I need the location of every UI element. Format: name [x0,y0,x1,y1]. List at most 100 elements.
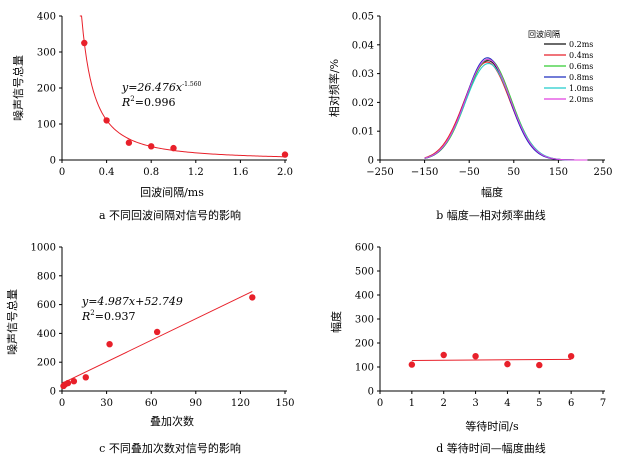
panel-d: 0 100 200 300 400 500 600 0 1 2 3 4 5 6 7 幅度 等待时间/s d… [329,243,606,456]
y-tick-label: 200 [37,84,56,95]
panel-a-r2: R2=0.996 [121,95,175,109]
data-point [106,341,113,348]
series-line [424,63,588,161]
panel-a-caption: a 不同回波间隔对信号的影响 [99,208,241,222]
series-line [424,57,588,161]
panel-a-points [81,39,289,158]
panel-a-equation-exponent: -1.560 [182,81,201,88]
panel-b-y-ticks: 0 0.01 0.02 0.03 0.04 0.05 [352,12,380,167]
panel-b-legend-title: 回波间隔 [528,29,560,39]
panel-a-equation: y=26.476x-1.560 [121,81,202,94]
x-tick-label: 90 [189,398,202,409]
y-tick-label: 0.05 [352,12,374,23]
y-tick-label: 0.02 [352,98,374,109]
y-tick-label: 600 [355,243,374,254]
data-point [249,294,256,301]
y-tick-label: 200 [355,339,374,350]
data-point [440,351,447,359]
series-line [424,58,588,161]
data-point [125,139,133,146]
panel-c-fit-line [61,291,253,384]
x-tick-label: 1.2 [188,167,204,178]
y-tick-label: 300 [355,315,374,326]
panel-c-y-label: 噪声信号总量 [5,289,19,355]
data-point [281,151,289,158]
data-point [472,353,479,360]
y-tick-label: 0.03 [352,69,374,80]
x-tick-label: 6 [568,398,574,409]
x-tick-label: 0.4 [99,167,115,178]
panel-c-r2-value: =0.937 [95,310,136,323]
y-tick-label: 0 [50,387,56,398]
panel-a-r2-superscript: 2 [130,95,134,103]
panel-d-fit-line [411,358,572,362]
data-point [70,378,78,385]
data-point [408,361,416,368]
data-point [148,143,155,150]
panel-b-legend-items: 0.2ms 0.4ms 0.6ms 0.8ms 1.0ms 2.0ms [544,40,593,104]
panel-c: 0 200 400 600 800 1000 0 30 60 90 120 150 y=4.987x… [5,243,295,456]
legend-label: 1.0ms [569,84,593,93]
y-tick-label: 0.04 [352,40,374,51]
panel-c-r2-symbol: R [81,310,90,323]
panel-c-points [60,294,256,390]
x-tick-label: −150 [411,167,438,178]
x-tick-label: 60 [145,398,158,409]
y-tick-label: 800 [37,271,56,282]
y-tick-label: 300 [37,48,56,59]
series-line [424,58,588,161]
data-point [153,328,161,336]
panel-a-equation-text: y=26.476x [121,81,183,94]
legend-label: 0.4ms [569,51,593,60]
panel-a-y-label: 噪声信号总量 [11,55,25,121]
data-point [504,360,511,368]
y-tick-label: 0 [368,387,374,398]
panel-d-caption: d 等待时间—幅度曲线 [436,441,546,455]
data-point [567,353,575,360]
panel-c-r2: R2=0.937 [81,309,135,323]
y-tick-label: 600 [37,300,56,311]
x-tick-label: 1 [409,398,415,409]
x-tick-label: 3 [472,398,478,409]
y-tick-label: 0 [50,156,56,167]
panel-c-r2-superscript: 2 [90,309,94,317]
panel-d-points [408,351,575,369]
x-tick-label: 150 [549,167,568,178]
x-tick-label: 2.0 [277,167,293,178]
panel-a: 0 100 200 300 400 0 0.4 0.8 1.2 1.6 2.0 y=26.476x… [11,12,293,223]
panel-b-x-label: 幅度 [481,185,503,199]
y-tick-label: 100 [37,120,56,131]
panel-b: 0 0.01 0.02 0.03 0.04 0.05 −250 −150 −50 50 150 25… [327,12,613,223]
panel-b-series-lines [424,57,588,161]
x-tick-label: −50 [459,167,480,178]
data-point [64,379,72,387]
x-tick-label: 2 [441,398,447,409]
panel-c-equation-text: y=4.987x+52.749 [81,295,183,308]
panel-a-fit-curve [79,15,286,158]
panel-c-x-label: 叠加次数 [150,414,194,428]
x-tick-label: 1.6 [232,167,248,178]
panel-c-x-ticks: 0 30 60 90 120 150 [59,391,295,409]
legend-label: 0.2ms [569,40,593,49]
data-point [170,144,177,152]
panel-d-x-ticks: 0 1 2 3 4 5 6 7 [377,391,606,409]
y-tick-label: 1000 [31,243,56,254]
x-tick-label: 0 [59,398,65,409]
panel-a-x-label: 回波间隔/ms [140,186,204,199]
x-tick-label: 30 [100,398,113,409]
panel-a-x-ticks: 0 0.4 0.8 1.2 1.6 2.0 [59,160,293,178]
x-tick-label: 5 [536,398,542,409]
x-tick-label: 0.8 [143,167,159,178]
x-tick-label: 150 [275,398,294,409]
legend-label: 0.6ms [569,62,593,71]
data-point [81,39,88,47]
y-tick-label: 200 [37,358,56,369]
x-tick-label: 250 [593,167,612,178]
x-tick-label: 0 [59,167,65,178]
panel-c-axes [61,247,287,392]
y-tick-label: 0 [368,156,374,167]
data-point [536,361,543,369]
panel-a-r2-symbol: R [121,96,130,109]
x-tick-label: 0 [377,398,383,409]
